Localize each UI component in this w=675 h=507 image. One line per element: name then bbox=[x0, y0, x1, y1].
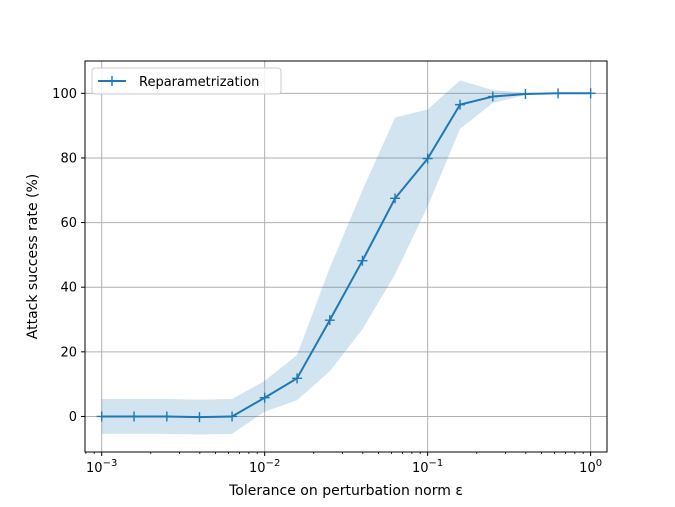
data-point bbox=[553, 88, 564, 99]
data-point bbox=[227, 411, 238, 422]
x-tick-label: 10−3 bbox=[86, 458, 117, 476]
x-tick-label: 10−2 bbox=[249, 458, 280, 476]
plot-frame bbox=[84, 60, 608, 453]
data-point bbox=[324, 315, 335, 326]
y-axis: 0 20 40 60 80 100 bbox=[52, 87, 85, 425]
data-point bbox=[292, 373, 303, 384]
y-tick-label: 20 bbox=[60, 345, 77, 360]
series-layer bbox=[96, 88, 596, 423]
y-tick-label: 100 bbox=[52, 87, 77, 102]
data-point bbox=[520, 88, 531, 99]
legend-entry-reparametrization: Reparametrization bbox=[139, 75, 259, 90]
data-point bbox=[390, 193, 401, 204]
data-point bbox=[259, 392, 270, 403]
legend-box bbox=[91, 67, 282, 95]
data-point bbox=[161, 411, 172, 422]
data-point bbox=[422, 153, 433, 164]
y-tick-label: 40 bbox=[60, 281, 77, 296]
legend-marker bbox=[107, 76, 117, 86]
data-point bbox=[194, 412, 205, 423]
confidence-band bbox=[101, 80, 591, 435]
legend: Reparametrization bbox=[91, 67, 282, 95]
data-point bbox=[487, 91, 498, 102]
x-tick-label: 10−1 bbox=[412, 458, 443, 476]
legend-line-marker bbox=[98, 76, 126, 86]
data-point bbox=[585, 88, 596, 99]
grid bbox=[85, 61, 607, 452]
confidence-band-area bbox=[101, 80, 591, 435]
y-tick-label: 0 bbox=[69, 410, 77, 425]
data-point bbox=[129, 411, 140, 422]
y-tick-label: 80 bbox=[60, 151, 77, 166]
series-line-reparametrization bbox=[101, 92, 591, 419]
y-tick-label: 60 bbox=[60, 216, 77, 231]
data-point bbox=[357, 255, 368, 266]
data-point bbox=[455, 99, 466, 110]
y-axis-label: Attack success rate (%) bbox=[25, 174, 41, 339]
data-point bbox=[96, 411, 107, 422]
x-axis: 10−3 10−2 10−1 100 bbox=[85, 452, 602, 476]
x-tick-label: 100 bbox=[579, 458, 602, 476]
x-axis-label: Tolerance on perturbation norm ε bbox=[228, 483, 463, 499]
